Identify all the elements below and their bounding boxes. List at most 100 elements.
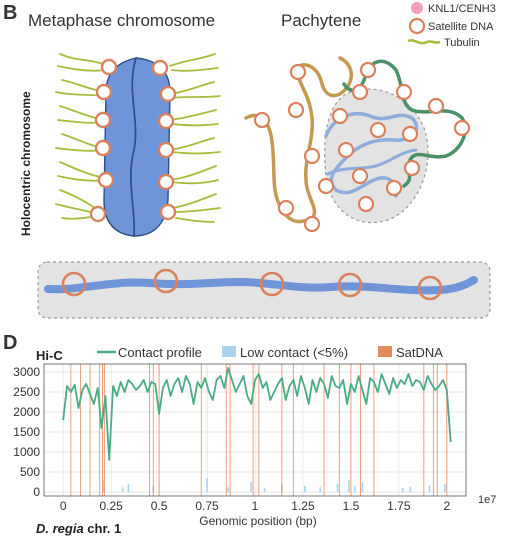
legend-satdna-label: SatDNA bbox=[396, 345, 443, 360]
low-contact-bar bbox=[319, 487, 321, 492]
tubulin-fiber bbox=[172, 180, 218, 183]
low-contact-bar bbox=[304, 486, 306, 492]
low-contact-bar bbox=[410, 487, 412, 492]
panel-b: B Metaphase chromosome Pachytene Holocen… bbox=[3, 2, 496, 318]
tubulin-legend-icon bbox=[408, 40, 440, 43]
satellite-legend-icon bbox=[410, 19, 424, 33]
satellite-dna-marker bbox=[161, 87, 175, 101]
knl1-legend-icon bbox=[411, 2, 423, 14]
satellite-dna-marker bbox=[289, 103, 303, 117]
satellite-dna-marker bbox=[99, 173, 113, 187]
satellite-dna-marker bbox=[319, 179, 333, 193]
tubulin-fiber bbox=[58, 66, 106, 71]
legend-low-contact-label: Low contact (<5%) bbox=[240, 345, 348, 360]
satellite-dna-marker bbox=[153, 61, 167, 75]
panel-b-legend: KNL1/CENH3 Satellite DNA Tubulin bbox=[408, 2, 496, 49]
low-contact-bar bbox=[429, 486, 431, 492]
low-contact-bar bbox=[444, 484, 446, 492]
x-tick-label: 1.75 bbox=[387, 499, 411, 513]
panel-d: D Hi-C Contact profile Low contact (<5%)… bbox=[3, 332, 496, 536]
satellite-dna-marker bbox=[429, 99, 443, 113]
pachytene-title: Pachytene bbox=[281, 11, 361, 30]
tubulin-fiber bbox=[174, 208, 220, 212]
y-tick-label: 0 bbox=[33, 485, 40, 499]
y-tick-label: 1500 bbox=[13, 425, 40, 439]
low-contact-bars bbox=[103, 478, 446, 492]
satellite-dna-marker bbox=[353, 169, 367, 183]
tubulin-fiber bbox=[172, 152, 220, 154]
tubulin-fiber bbox=[172, 124, 218, 126]
species-caption: D. regia chr. 1 bbox=[36, 521, 121, 536]
panel-b-label: B bbox=[3, 2, 17, 24]
metaphase-title: Metaphase chromosome bbox=[28, 11, 215, 30]
x-tick-label: 1.25 bbox=[291, 499, 315, 513]
x-exponent-label: 1e7 bbox=[478, 494, 496, 506]
satellite-dna-marker bbox=[333, 109, 347, 123]
y-tick-label: 500 bbox=[20, 465, 40, 479]
x-tick-label: 2 bbox=[443, 499, 450, 513]
legend-contact-label: Contact profile bbox=[118, 345, 202, 360]
low-contact-bar bbox=[354, 486, 356, 492]
low-contact-bar bbox=[362, 482, 364, 492]
satellite-dna-marker bbox=[455, 121, 469, 135]
y-tick-label: 1000 bbox=[13, 445, 40, 459]
x-tick-label: 0.25 bbox=[99, 499, 123, 513]
chart-legend: Contact profile Low contact (<5%) SatDNA bbox=[97, 345, 443, 360]
satellite-dna-marker bbox=[96, 141, 110, 155]
species-name: D. regia bbox=[36, 521, 84, 536]
chart-title: Hi-C bbox=[36, 348, 63, 363]
tubulin-fiber bbox=[172, 96, 220, 98]
low-contact-bar bbox=[122, 487, 124, 492]
x-axis-label: Genomic position (bp) bbox=[199, 514, 316, 528]
legend-knl1-label: KNL1/CENH3 bbox=[428, 3, 496, 15]
legend-satellite-label: Satellite DNA bbox=[428, 21, 494, 33]
tubulin-fiber bbox=[170, 82, 214, 94]
x-tick-label: 1 bbox=[252, 499, 259, 513]
y-tick-label: 2000 bbox=[13, 405, 40, 419]
satellite-dna-marker bbox=[405, 161, 419, 175]
panel-d-label: D bbox=[3, 332, 17, 354]
low-contact-bar bbox=[337, 484, 339, 492]
x-tick-labels: 0 0.25 0.5 0.75 1 1.25 1.5 1.75 2 bbox=[60, 499, 451, 513]
satellite-dna-marker bbox=[159, 175, 173, 189]
satellite-dna-marker bbox=[371, 123, 385, 137]
satellite-dna-marker bbox=[102, 60, 116, 74]
tubulin-fiber bbox=[176, 218, 214, 222]
tubulin-fiber bbox=[170, 138, 214, 150]
pachytene-nucleus bbox=[246, 58, 465, 223]
satellite-dna-marker bbox=[387, 181, 401, 195]
y-tick-labels: 0 500 1000 1500 2000 2500 3000 bbox=[13, 365, 40, 499]
holocentric-strip bbox=[38, 262, 490, 318]
low-contact-bar bbox=[348, 480, 350, 492]
tubulin-fiber bbox=[172, 68, 218, 71]
chromosome-label: chr. 1 bbox=[84, 521, 122, 536]
low-contact-bar bbox=[264, 488, 266, 492]
x-tick-label: 1.5 bbox=[343, 499, 360, 513]
tubulin-fiber bbox=[60, 54, 108, 66]
low-contact-bar bbox=[227, 487, 229, 492]
satellite-dna-marker bbox=[97, 85, 111, 99]
satellite-dna-marker bbox=[91, 207, 105, 221]
satellite-dna-marker bbox=[161, 205, 175, 219]
legend-tubulin-label: Tubulin bbox=[444, 37, 480, 49]
low-contact-bar bbox=[206, 478, 208, 492]
satellite-dna-marker bbox=[305, 217, 319, 231]
legend-low-contact-swatch bbox=[222, 346, 236, 357]
satellite-dna-marker bbox=[305, 149, 319, 163]
tubulin-fiber bbox=[172, 194, 216, 208]
satellite-dna-marker bbox=[339, 143, 353, 157]
tubulin-fiber bbox=[170, 54, 215, 66]
satellite-dna-marker bbox=[291, 65, 305, 79]
y-tick-label: 2500 bbox=[13, 385, 40, 399]
satellite-dna-marker bbox=[96, 113, 110, 127]
satellite-dna-marker bbox=[403, 127, 417, 141]
legend-satdna-swatch bbox=[378, 346, 392, 357]
tubulin-fiber bbox=[170, 166, 216, 180]
low-contact-bar bbox=[402, 488, 404, 492]
satellite-dna-marker bbox=[397, 85, 411, 99]
low-contact-bar bbox=[128, 484, 130, 492]
satellite-dna-marker bbox=[361, 63, 375, 77]
low-contact-bar bbox=[250, 482, 252, 492]
satellite-dna-marker bbox=[279, 201, 293, 215]
